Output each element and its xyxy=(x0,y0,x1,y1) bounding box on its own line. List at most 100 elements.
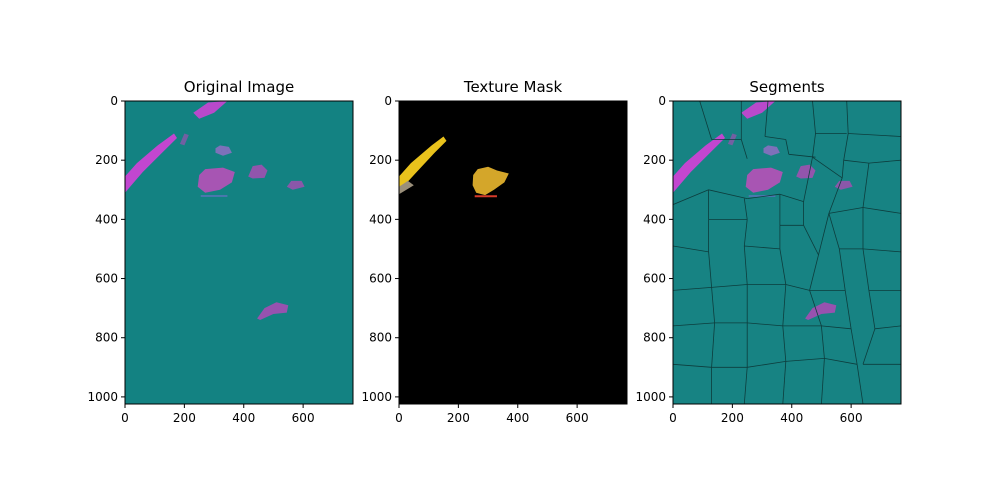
y-tick-label: 200 xyxy=(369,153,392,167)
segment-boundary xyxy=(812,101,816,134)
segment-boundary xyxy=(843,133,849,161)
far-right-blob-shape xyxy=(286,180,305,190)
segment-boundary xyxy=(747,193,780,199)
upper-blob-shape xyxy=(763,145,780,156)
segment-boundary xyxy=(788,153,816,158)
x-tick-label: 200 xyxy=(447,411,470,425)
segment-boundary xyxy=(812,133,816,158)
panel-image xyxy=(125,101,353,404)
y-tick-label: 200 xyxy=(643,153,666,167)
mask-stripe-shape xyxy=(399,136,447,192)
x-tick-label: 400 xyxy=(780,411,803,425)
x-tick-label: 200 xyxy=(721,411,744,425)
segment-boundary xyxy=(862,328,876,365)
segment-boundary xyxy=(740,139,748,159)
top-stripe-shape xyxy=(741,101,776,119)
segment-boundary xyxy=(711,322,715,368)
segment-boundary xyxy=(868,290,876,329)
segment-boundary xyxy=(846,101,849,134)
segment-boundary xyxy=(747,361,786,368)
segment-boundary xyxy=(782,325,787,362)
mask-blob-shape xyxy=(472,166,509,196)
x-tick-label: 400 xyxy=(506,411,529,425)
y-tick-label: 800 xyxy=(95,331,118,345)
segment-boundary xyxy=(708,189,748,199)
segment-boundary xyxy=(747,322,783,327)
segment-boundary xyxy=(785,284,810,291)
panel-image xyxy=(399,101,627,404)
y-tick-label: 800 xyxy=(369,331,392,345)
segment-boundary xyxy=(708,251,712,288)
axes-frame xyxy=(672,100,902,405)
segment-boundary xyxy=(673,363,712,368)
segment-boundary xyxy=(782,361,787,404)
segment-boundary xyxy=(862,163,870,208)
x-tick-label: 600 xyxy=(840,411,863,425)
segment-boundary xyxy=(785,358,825,362)
y-tick-label: 200 xyxy=(95,153,118,167)
y-tick-label: 1000 xyxy=(87,390,118,404)
segment-boundary xyxy=(673,322,715,327)
axes-frame xyxy=(398,100,628,405)
right-blob-shape xyxy=(248,164,268,179)
segment-boundary xyxy=(850,328,858,365)
segment-boundary xyxy=(841,160,845,178)
panel-image xyxy=(673,101,901,404)
segment-boundary xyxy=(764,136,786,140)
panel-2: Texture Mask 0 200 400 600 0 200 400 600 800 1000 xyxy=(361,78,628,425)
x-tick-label: 400 xyxy=(232,411,255,425)
segment-boundary xyxy=(803,225,819,256)
segment-boundary xyxy=(743,198,748,220)
segment-boundary xyxy=(699,101,712,140)
x-tick-label: 200 xyxy=(173,411,196,425)
segment-boundary xyxy=(868,159,901,164)
x-tick-label: 0 xyxy=(395,411,403,425)
panel-title: Segments xyxy=(749,78,825,96)
segment-boundary xyxy=(743,245,748,285)
segment-boundary xyxy=(848,133,901,137)
lower-blob-shape xyxy=(257,302,289,320)
segment-boundary xyxy=(821,325,852,330)
segment-boundary xyxy=(821,358,825,404)
segment-boundary xyxy=(779,248,787,285)
y-tick-label: 400 xyxy=(95,212,118,226)
segment-boundary xyxy=(838,248,846,291)
y-tick-label: 0 xyxy=(658,94,666,108)
small-streak-shape xyxy=(179,133,189,146)
mask-stripe-tail-shape xyxy=(399,180,414,195)
segment-boundary xyxy=(785,139,790,155)
y-tick-label: 600 xyxy=(643,272,666,286)
y-tick-label: 400 xyxy=(643,212,666,226)
x-tick-label: 0 xyxy=(669,411,677,425)
segment-boundary xyxy=(743,219,748,247)
segment-boundary xyxy=(809,254,819,291)
segment-boundary xyxy=(844,290,852,329)
segment-boundary xyxy=(862,248,901,253)
blob-shadow-shape xyxy=(200,195,228,197)
y-tick-label: 1000 xyxy=(361,390,392,404)
segment-boundary xyxy=(673,245,709,253)
y-tick-label: 600 xyxy=(95,272,118,286)
stripe-shape xyxy=(125,133,177,193)
image-background xyxy=(399,101,627,404)
blob-shadow-shape xyxy=(748,195,776,197)
y-tick-label: 800 xyxy=(643,331,666,345)
segment-boundary xyxy=(744,245,780,250)
segment-boundary xyxy=(711,284,748,288)
y-tick-label: 0 xyxy=(110,94,118,108)
segment-boundary xyxy=(843,159,869,164)
y-tick-label: 600 xyxy=(369,272,392,286)
x-tick-label: 600 xyxy=(292,411,315,425)
segment-boundary xyxy=(874,325,901,330)
segment-boundary xyxy=(711,287,715,323)
upper-blob-shape xyxy=(215,145,232,156)
segment-boundary xyxy=(803,157,813,202)
panel-3: Segments 0 200 400 600 0 200 400 600 800 1000 xyxy=(635,78,902,425)
x-tick-label: 600 xyxy=(566,411,589,425)
x-tick-label: 0 xyxy=(121,411,129,425)
stripe-shape xyxy=(673,133,725,193)
segment-boundary xyxy=(862,248,870,291)
segment-boundary xyxy=(856,364,864,404)
panel-1: Original Image 0 200 400 600 0 200 400 600 800 100… xyxy=(87,78,354,425)
axes-frame xyxy=(124,100,354,405)
